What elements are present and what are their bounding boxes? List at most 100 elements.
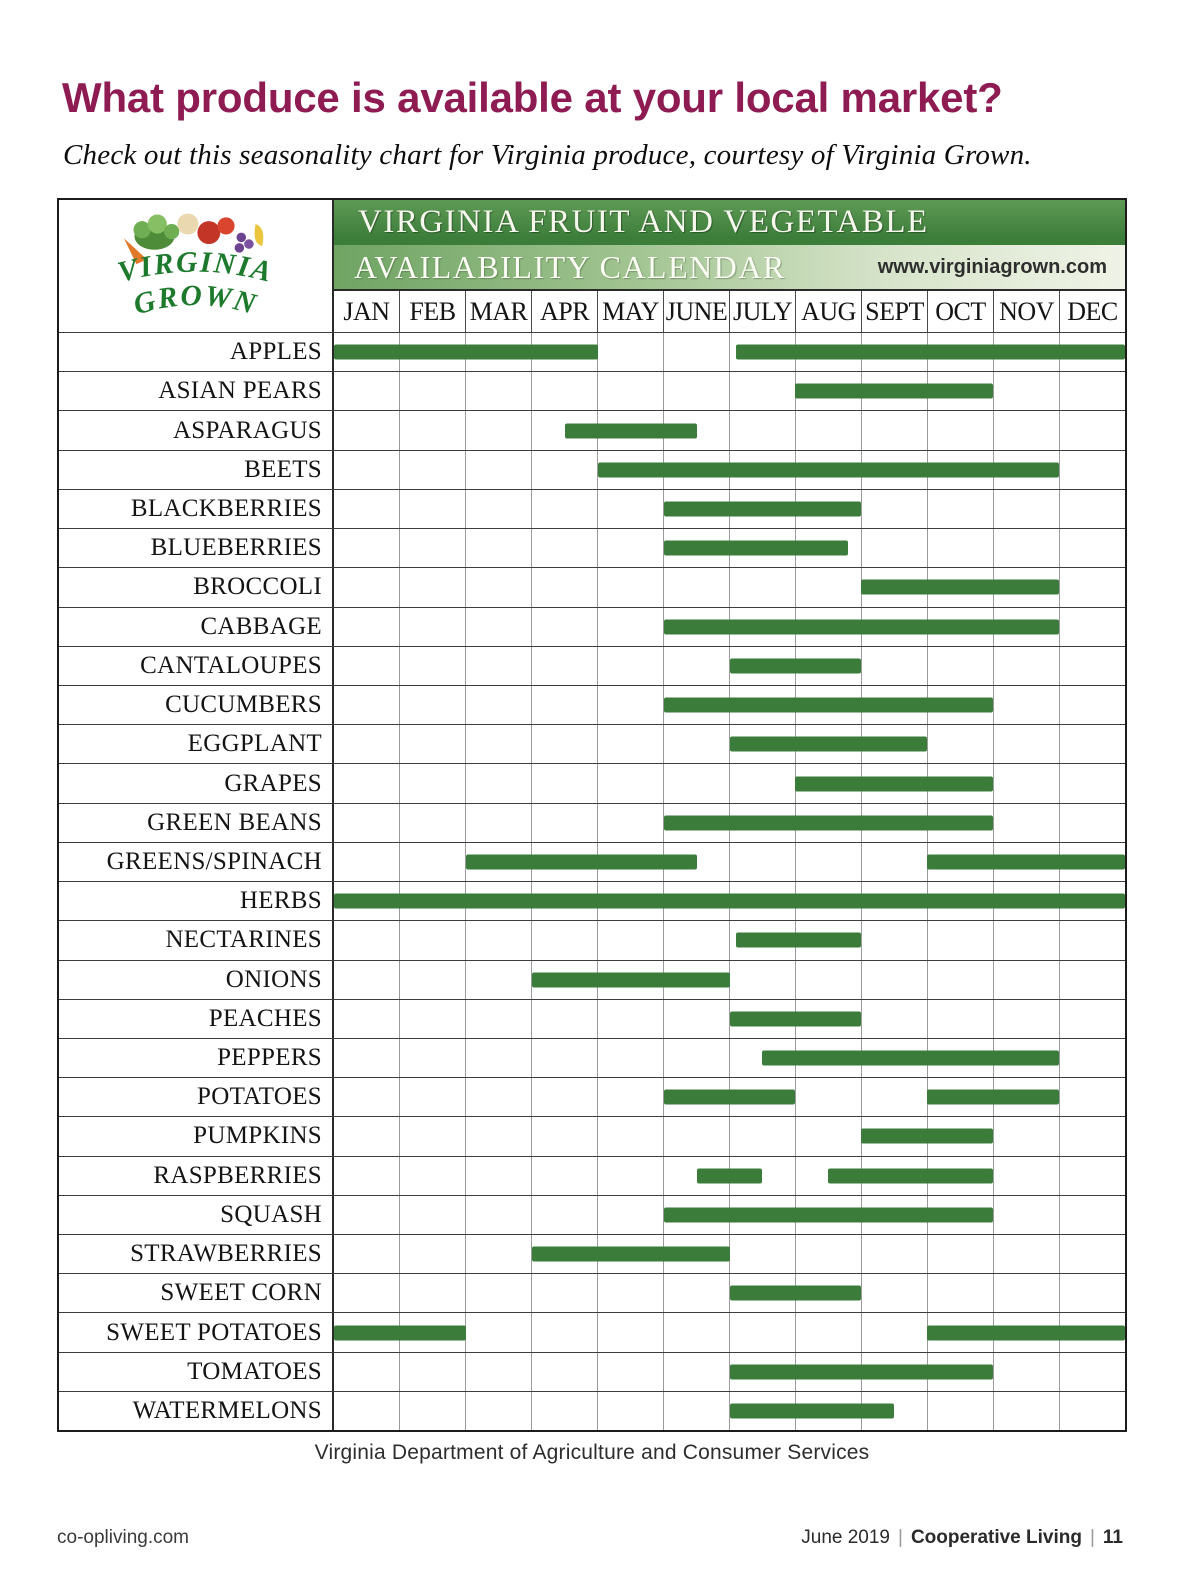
grid-cell — [399, 607, 465, 646]
table-row: PEACHES — [59, 998, 1125, 1038]
availability-bar — [663, 540, 849, 556]
grid-cell — [465, 921, 531, 960]
availability-bar — [597, 462, 1060, 478]
grid-cell — [399, 1274, 465, 1313]
produce-label: APPLES — [59, 333, 334, 372]
availability-track — [334, 1078, 1125, 1117]
grid-cell — [861, 489, 927, 529]
grid-cell — [399, 803, 465, 842]
grid-cell — [795, 568, 861, 607]
grid-cell — [531, 1274, 597, 1313]
grid-cell — [531, 764, 597, 803]
grid-cell — [927, 1391, 993, 1431]
grid-cell — [465, 489, 531, 529]
grid-cell — [465, 685, 531, 725]
grid-cell — [729, 960, 795, 999]
footer-date: June 2019 — [801, 1527, 890, 1548]
availability-bar — [729, 736, 928, 752]
grid-cell — [597, 1274, 663, 1313]
grid-cell — [663, 725, 729, 764]
grid-cell — [334, 725, 399, 763]
grid-cell — [795, 1235, 861, 1274]
table-row: GREENS/SPINACH — [59, 841, 1125, 882]
grid-cell — [1059, 489, 1125, 529]
grid-cell — [465, 1156, 531, 1195]
table-row: PEPPERS — [59, 1037, 1125, 1078]
month-header-sept: SEPT — [861, 291, 927, 332]
grid-cell — [729, 921, 795, 960]
grid-cell — [465, 1391, 531, 1431]
produce-illustration-icon — [123, 213, 264, 265]
availability-track — [334, 646, 1125, 685]
grid-cell — [399, 646, 465, 685]
grid-cell — [399, 372, 465, 411]
grid-cell — [465, 568, 531, 607]
grid-cell — [465, 529, 531, 568]
table-row: POTATOES — [59, 1077, 1125, 1117]
grid-cell — [531, 646, 597, 685]
grid-cell — [399, 1078, 465, 1117]
grid-cell — [1059, 685, 1125, 725]
footer-magazine-name: Cooperative Living — [910, 1527, 1082, 1548]
availability-bar — [663, 619, 1060, 635]
grid-cell — [334, 1235, 399, 1273]
grid-cell — [1059, 921, 1125, 960]
banner-title-line1: VIRGINIA FRUIT AND VEGETABLE — [334, 200, 1125, 245]
grid-cell — [861, 1235, 927, 1274]
grid-cell — [729, 1313, 795, 1352]
grid-cell — [597, 372, 663, 411]
grid-cell — [465, 450, 531, 489]
grid-cell — [663, 1352, 729, 1391]
months-header-row: JAN FEB MAR APR MAY JUNE JULY AUG SEPT OCT NOV DEC — [334, 289, 1125, 332]
table-row: NECTARINES — [59, 920, 1125, 960]
availability-bar — [736, 932, 862, 948]
grid-cell — [1059, 1352, 1125, 1391]
grid-cell — [993, 1117, 1059, 1156]
grid-cell — [663, 646, 729, 685]
availability-track — [334, 529, 1125, 568]
availability-track — [334, 411, 1125, 450]
availability-bar — [334, 1325, 466, 1341]
grid-cell — [334, 1078, 399, 1116]
grid-cell — [663, 1274, 729, 1313]
calendar-header: VIRGINIA GROWN VIRGINIA FRUIT AND VEGETA… — [59, 200, 1125, 332]
grid-cell — [531, 960, 597, 999]
availability-bar — [696, 1168, 763, 1184]
grid-cell — [531, 1313, 597, 1352]
grid-cell — [993, 1352, 1059, 1391]
grid-cell — [729, 842, 795, 882]
availability-bar — [663, 501, 862, 517]
grid-cell — [993, 1274, 1059, 1313]
grid-cell — [861, 411, 927, 450]
produce-label: CABBAGE — [59, 607, 334, 646]
grid-cell — [334, 451, 399, 489]
grid-cell — [729, 1117, 795, 1156]
grid-cell — [927, 1235, 993, 1274]
produce-label: STRAWBERRIES — [59, 1235, 334, 1274]
grid-cell — [927, 489, 993, 529]
grid-cell — [597, 764, 663, 803]
grid-cell — [1059, 1235, 1125, 1274]
banner-row2: AVAILABILITY CALENDAR www.virginiagrown.… — [334, 245, 1125, 289]
month-header-aug: AUG — [795, 291, 861, 332]
availability-calendar-table: VIRGINIA GROWN VIRGINIA FRUIT AND VEGETA… — [57, 198, 1127, 1432]
availability-bar — [795, 383, 994, 399]
grid-cell — [465, 411, 531, 450]
produce-label: BLUEBERRIES — [59, 529, 334, 568]
virginia-grown-logo-cell: VIRGINIA GROWN — [59, 200, 334, 332]
grid-cell — [597, 450, 663, 489]
website-url: www.virginiagrown.com — [877, 255, 1107, 278]
produce-label: BLACKBERRIES — [59, 489, 334, 529]
grid-cell — [1059, 529, 1125, 568]
availability-bar — [531, 972, 730, 988]
grid-cell — [663, 529, 729, 568]
availability-track — [334, 1156, 1125, 1195]
grid-cell — [663, 372, 729, 411]
produce-label: PUMPKINS — [59, 1117, 334, 1156]
grid-cell — [531, 1352, 597, 1391]
availability-bar — [729, 1364, 994, 1380]
grid-cell — [334, 1274, 399, 1312]
grid-cell — [993, 764, 1059, 803]
availability-bar — [663, 1207, 994, 1223]
grid-cell — [531, 372, 597, 411]
